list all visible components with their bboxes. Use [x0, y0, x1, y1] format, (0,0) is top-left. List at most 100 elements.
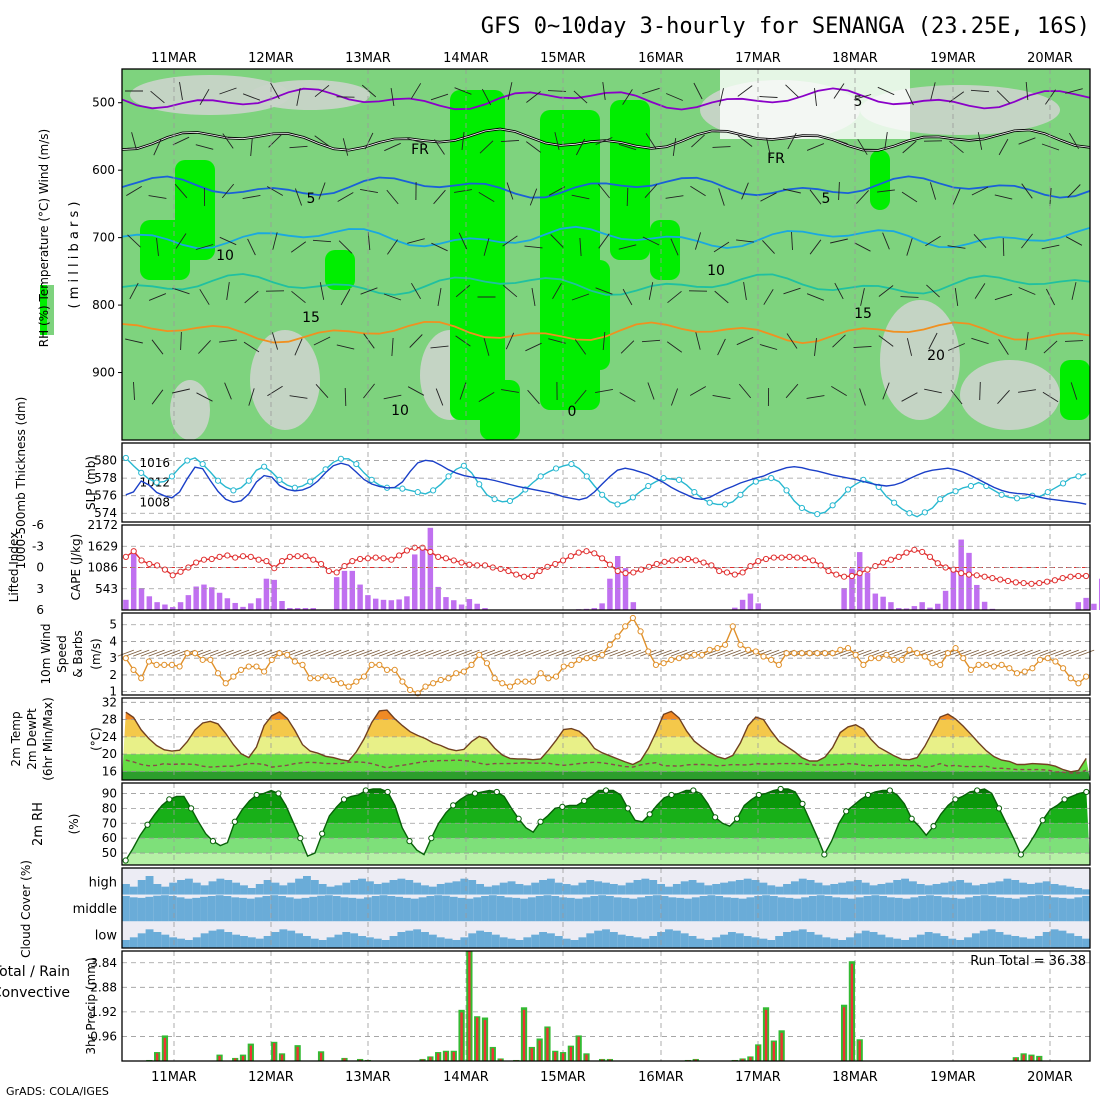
precip-conv-bar — [694, 1059, 697, 1061]
wind-barb — [970, 89, 990, 93]
thickness-line-marker — [906, 510, 913, 517]
wind-speed-line-marker — [737, 641, 744, 648]
wind-barb — [219, 236, 237, 246]
wind-barb — [455, 284, 471, 298]
lifted-index-line-marker — [825, 567, 832, 575]
wind-barb — [431, 242, 448, 252]
wind-speed-line-marker — [130, 666, 137, 673]
cape-bar — [130, 552, 137, 610]
cloud-cell — [1058, 897, 1067, 922]
cloud-cell — [965, 897, 974, 922]
wind-barb — [713, 241, 730, 253]
cloud-bg-cell — [129, 868, 139, 895]
wind-speed-line-marker — [983, 661, 990, 668]
surface-wind-barb — [394, 649, 411, 657]
cloud-cell — [476, 930, 485, 948]
pressure-tick: 700 — [92, 231, 115, 245]
cloud-cell — [208, 881, 217, 895]
pressure-tick: 800 — [92, 298, 115, 312]
rh-tick: 80 — [102, 801, 117, 815]
wind-speed-line-marker — [791, 650, 798, 657]
wind-speed-line-marker — [606, 641, 613, 648]
wind-speed-line-marker — [706, 646, 713, 653]
cape-bar — [849, 568, 855, 610]
cloud-cell — [751, 880, 760, 895]
wind-barb — [791, 231, 793, 251]
cloud-cell — [232, 934, 241, 948]
dry-patch — [250, 80, 370, 110]
cloud-bg-cell — [775, 868, 784, 895]
rh-line-marker — [166, 796, 173, 803]
cloud-bg-cell — [822, 921, 831, 948]
cloud-cell — [444, 882, 453, 895]
wind-barb — [787, 132, 797, 150]
cloud-bg-cell — [1003, 921, 1012, 948]
cloud-bg-cell — [184, 921, 194, 948]
cloud-cell — [704, 885, 713, 895]
wind-barb — [454, 189, 472, 193]
cape-bar — [880, 596, 886, 610]
lifted-index-line-marker — [965, 571, 973, 578]
wind-speed-line-marker — [814, 650, 821, 657]
precip-conv-bar — [343, 1058, 346, 1061]
cloud-bg-cell — [964, 868, 973, 895]
cloud-cell — [894, 897, 903, 922]
cloud-cell — [184, 878, 194, 895]
cloud-cell — [364, 897, 373, 922]
lifted-index-line-marker — [481, 562, 489, 569]
thickness-line-marker — [998, 491, 1005, 498]
date-label-bottom: 12MAR — [248, 1070, 294, 1085]
wind-barb — [150, 90, 165, 104]
thickness-line-marker — [614, 501, 621, 508]
cloud-cell — [491, 934, 501, 948]
cape-bar — [630, 602, 637, 610]
cape-bar — [224, 598, 231, 610]
rh-line-marker — [755, 791, 762, 799]
wind-speed-line-marker — [376, 661, 383, 668]
cape-bar — [310, 608, 316, 610]
wind-barb — [853, 345, 872, 349]
li-cape-frame — [121, 524, 1091, 611]
cloud-cell — [460, 878, 469, 895]
thickness-line-marker — [261, 463, 268, 470]
cloud-cell — [481, 896, 490, 922]
wind-barb — [407, 238, 425, 244]
cloud-cell — [926, 895, 935, 922]
cloud-cell — [637, 897, 646, 922]
cloud-cell — [916, 884, 926, 895]
cape-bar — [255, 598, 262, 610]
rh-band — [122, 808, 1090, 824]
cloud-bg-cell — [696, 921, 705, 948]
cloud-cell — [932, 884, 941, 895]
wind-barb — [647, 382, 655, 400]
cloud-bg-cell — [1074, 921, 1083, 948]
cloud-bg-cell — [122, 868, 131, 895]
rh-ylabel-1: 2m RH — [31, 802, 46, 846]
wind-barb — [483, 338, 490, 356]
cloud-cell — [184, 940, 194, 948]
cloud-cell — [743, 936, 752, 948]
wind-speed-line-marker — [253, 663, 260, 670]
cloud-bg-cell — [617, 921, 626, 948]
precip-conv-bar — [772, 1041, 776, 1061]
wind-speed-line-marker — [261, 668, 268, 675]
wind-barb — [505, 332, 515, 350]
cape-bar — [872, 593, 879, 610]
cloud-cell — [546, 933, 556, 948]
precip-legend-conv: Convective — [0, 985, 70, 1001]
contour-label: 20 — [927, 348, 945, 364]
temp-ylabel-1: 2m Temp — [9, 711, 23, 766]
lifted-index-line-marker — [747, 562, 754, 570]
cloud-cell — [169, 937, 178, 948]
cloud-cell — [838, 882, 847, 895]
lifted-index-line-marker — [801, 555, 809, 562]
lifted-index-line-marker — [716, 567, 723, 575]
wind-barb — [1018, 389, 1036, 393]
wind-barb — [1070, 382, 1078, 400]
wind-speed-line-marker — [898, 656, 905, 663]
lifted-index-line-marker — [708, 562, 715, 569]
cloud-bg-cell — [303, 921, 312, 948]
contour-label: 15 — [854, 306, 872, 322]
surface-wind-barb — [1039, 649, 1056, 657]
thickness-line-marker — [199, 460, 206, 468]
